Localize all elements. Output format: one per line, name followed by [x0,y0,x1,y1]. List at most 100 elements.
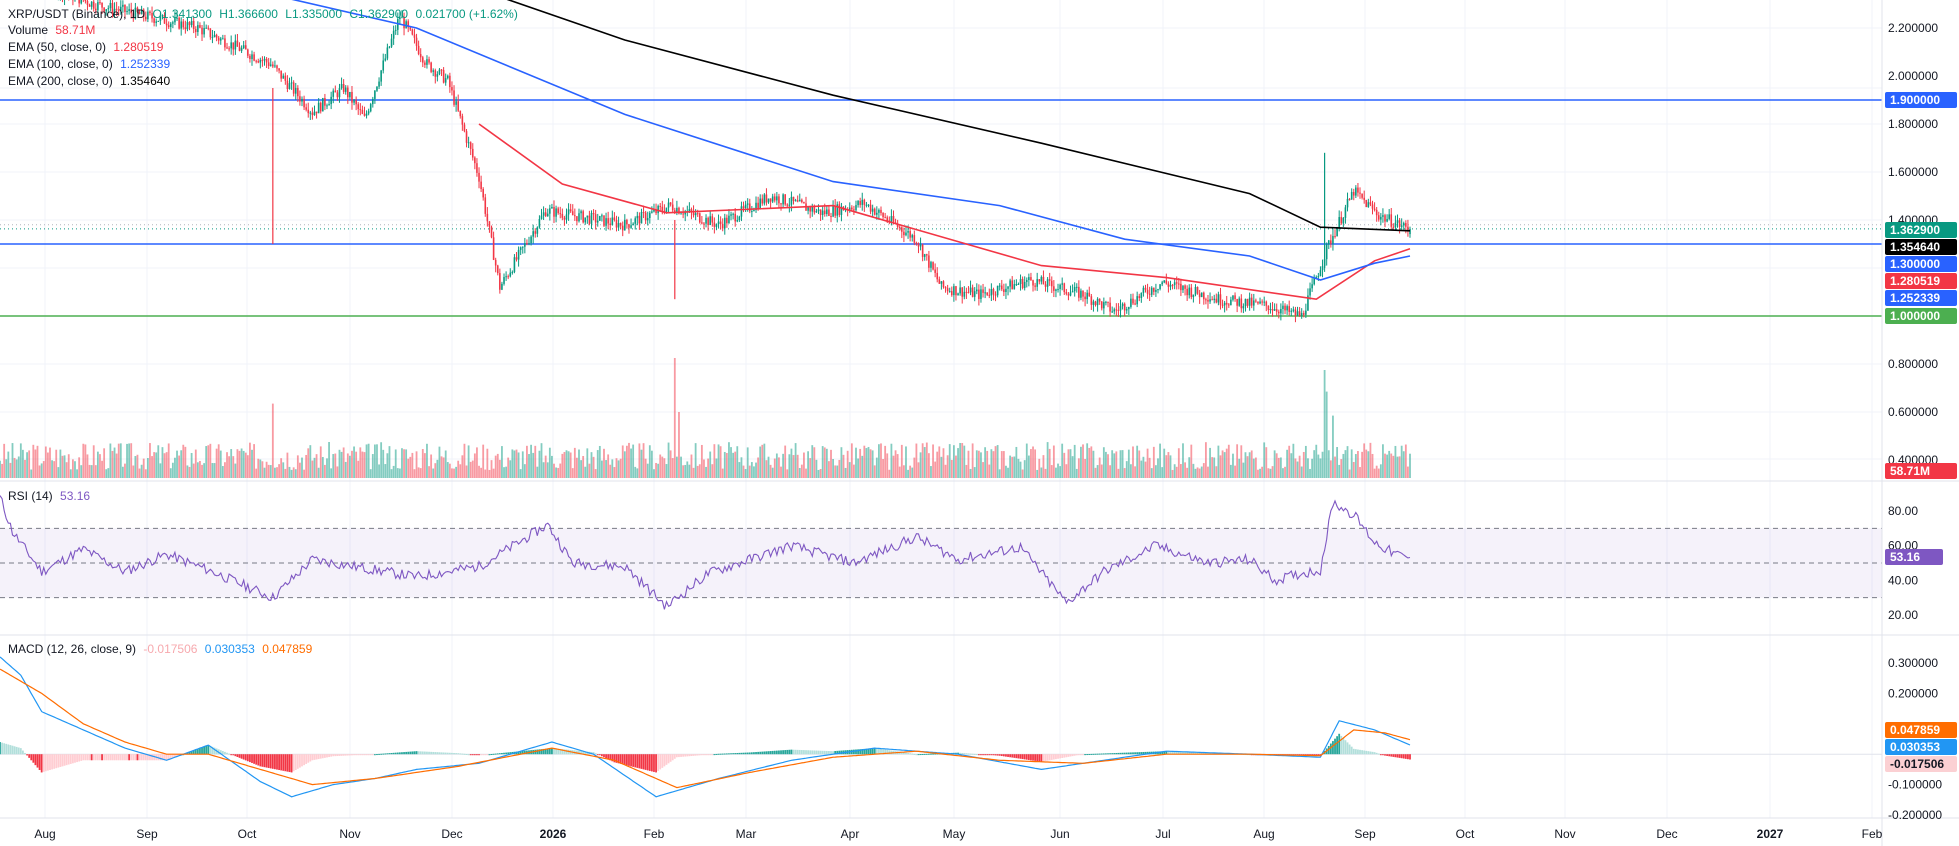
volume-bar [1073,444,1076,478]
ema50-legend[interactable]: EMA (50, close, 0) 1.280519 [8,39,167,55]
price-axis[interactable]: 2.2000002.0000001.8000001.6000001.400000… [1885,21,1957,822]
macd-histogram-bar [636,754,639,768]
macd-histogram-bar [673,754,676,759]
macd-histogram-bar [580,750,582,755]
volume-bar [211,463,214,478]
macd-legend[interactable]: MACD (12, 26, close, 9) -0.017506 0.0303… [8,641,316,657]
price-label-1.252339[interactable]: 1.252339 [1890,291,1940,305]
time-label-2027: 2027 [1757,827,1784,841]
candle-body [617,223,620,228]
price-label-1.300000[interactable]: 1.300000 [1890,257,1940,271]
macd-histogram-bar [1213,752,1216,755]
candle-body [1288,306,1291,312]
candle-body [207,27,210,29]
ema50-label: EMA (50, close, 0) [8,40,107,54]
time-axis[interactable]: Aug Sep Oct Nov Dec 2026 Feb Mar Apr May Jun Jul Aug… [34,827,1882,841]
volume-bar [240,448,243,478]
macd-histogram-bar [444,752,447,755]
macd-price-label-0.047859[interactable]: 0.047859 [1890,723,1940,737]
volume-bar [967,450,970,478]
volume-bar [819,469,822,478]
volume-bar [1184,462,1186,478]
macd-histogram-bar [84,754,87,761]
volume-bar [132,465,135,478]
volume-bar [825,448,828,478]
volume-bar [126,443,128,478]
volume-bar [861,455,864,478]
macd-histogram-bar [328,754,330,758]
candle-body [1140,292,1143,298]
volume-bar [1119,450,1122,478]
volume-bar [748,465,751,478]
macd-histogram-bar [171,754,174,758]
macd-histogram-bar [546,748,549,755]
macd-price-label-0.030353[interactable]: 0.030353 [1890,740,1940,754]
volume-bar [590,452,593,478]
candle-body [380,70,382,82]
volume-bar [467,445,470,478]
volume-bar [773,458,776,478]
rsi-legend[interactable]: RSI (14) 53.16 [8,488,94,504]
candle-body [1032,280,1034,286]
candle-body [711,216,714,223]
macd-price-label--0.017506[interactable]: -0.017506 [1890,757,1944,771]
volume-bar [1396,456,1399,478]
macd-histogram-bar [990,754,993,756]
volume-bar [950,459,953,478]
volume-bar [869,449,872,478]
rsi-price-label[interactable]: 53.16 [1890,550,1920,564]
volume-bar [453,468,455,478]
macd-histogram-bar [165,754,168,761]
horizontal-lines[interactable] [0,99,1882,317]
candle-body [209,28,212,38]
price-label-1.362900[interactable]: 1.362900 [1890,223,1940,237]
candle-body [1373,208,1376,210]
volume-bar [328,442,330,478]
volume-bar [880,443,882,478]
candle-body [1017,284,1020,286]
candle-body [798,199,801,202]
macd-histogram-bar [811,750,814,755]
price-label-1.280519[interactable]: 1.280519 [1890,274,1940,288]
macd-histogram-bar [459,753,462,755]
candle-body [486,213,489,222]
volume-bar [1221,450,1224,478]
volume-legend[interactable]: Volume 58.71M [8,22,99,38]
volume-bar [1123,468,1126,478]
price-label-1.354640[interactable]: 1.354640 [1890,240,1940,254]
macd-histogram-bar [446,752,449,755]
macd-histogram-bar [813,750,816,755]
macd-histogram-bar [719,753,722,755]
candle-body [1390,214,1393,227]
macd-histogram-bar [861,749,864,755]
macd-histogram-bar [723,753,726,755]
candle-body [496,265,499,274]
macd-histogram-bar [471,754,474,756]
macd-histogram-bar [1171,751,1174,755]
macd-histogram-bar [486,754,489,756]
volume-bar [44,446,47,478]
macd-histogram-bar [1113,753,1116,755]
ema100-legend[interactable]: EMA (100, close, 0) 1.252339 [8,56,174,72]
candle-body [263,58,266,61]
price-label-1.900000[interactable]: 1.900000 [1890,93,1940,107]
volume-bar [196,462,199,478]
volume-bar [311,460,314,478]
volume-bar [746,447,749,478]
symbol-title[interactable]: XRP/USDT (Binance), 1D [8,7,146,21]
macd-histogram-bar [703,754,705,756]
price-label-1.000000[interactable]: 1.000000 [1890,309,1940,323]
volume-bar [771,467,774,478]
candle-body [244,45,247,50]
volume-price-label[interactable]: 58.71M [1890,464,1930,478]
rsi-value: 53.16 [60,489,91,503]
volume-bar [165,452,168,478]
macd-histogram-bar [669,754,672,762]
macd-histogram-bar [1140,752,1143,755]
ema200-legend[interactable]: EMA (200, close, 0) 1.354640 [8,73,174,89]
volume-bar [121,466,124,478]
macd-histogram-bar [380,753,383,755]
candle-body [746,203,749,205]
volume-bar [728,442,730,478]
